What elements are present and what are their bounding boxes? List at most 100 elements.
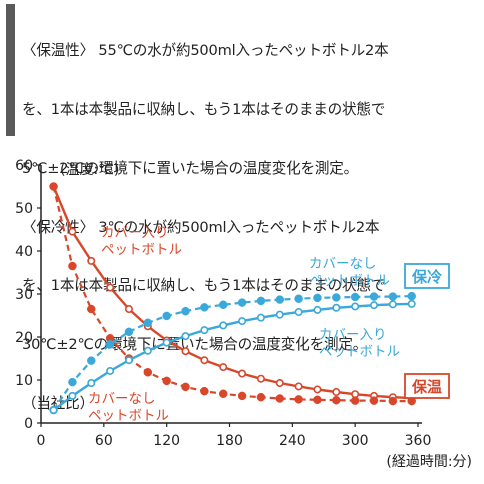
- note-line: を、1本は本製品に収納し、もう1本はそのままの状態で: [22, 100, 386, 118]
- series-point-2: [68, 377, 77, 387]
- x-tick-label: 0: [37, 433, 46, 449]
- series-point-3: [370, 301, 379, 310]
- series-point-1: [332, 395, 341, 405]
- series-point-1: [87, 304, 96, 314]
- series-point-0: [181, 347, 190, 356]
- series-point-3: [124, 356, 133, 365]
- series-label-1: ペットボトル: [88, 408, 169, 424]
- series-point-0: [200, 356, 209, 365]
- series-point-2: [143, 318, 153, 328]
- series-point-3: [200, 326, 209, 335]
- series-point-0: [68, 227, 77, 236]
- series-point-3: [238, 317, 247, 326]
- series-point-3: [219, 321, 228, 330]
- series-point-0: [275, 379, 284, 388]
- series-point-0: [219, 363, 228, 372]
- series-line-0: [52, 186, 412, 400]
- series-label-0: ペットボトル: [101, 242, 182, 258]
- y-tick-label: 30: [15, 287, 33, 303]
- series-point-2: [237, 298, 247, 307]
- series-point-2: [332, 293, 341, 302]
- series-point-2: [162, 311, 171, 321]
- series-point-3: [275, 310, 284, 319]
- y-axis-title: (温度:℃): [60, 162, 119, 178]
- series-label-1: カバーなし: [88, 391, 156, 407]
- series-point-0: [124, 305, 133, 314]
- x-axis-title: (経過時間:分): [386, 454, 472, 470]
- series-point-3: [294, 308, 303, 317]
- series-point-3: [87, 379, 96, 388]
- series-point-3: [162, 338, 171, 347]
- y-tick-label: 10: [15, 373, 33, 389]
- chart-series: [49, 182, 416, 415]
- x-tick-label: 120: [153, 433, 180, 449]
- note-line: 〈保温性〉 55℃の水が約500ml入ったペットボトル2本: [22, 42, 389, 60]
- series-point-1: [49, 182, 58, 191]
- y-tick-label: 50: [15, 201, 33, 217]
- series-point-0: [87, 256, 96, 265]
- chart-axes: 0 10 20 30 40 50 60 0 60 120 180 240 300 360 (温度:℃) (経過…: [15, 158, 472, 470]
- header-accent-bar: [6, 4, 15, 136]
- warm-badge-box: [404, 373, 450, 399]
- series-point-2: [181, 306, 190, 316]
- series-point-0: [256, 374, 265, 383]
- series-point-1: [369, 396, 379, 405]
- series-point-1: [313, 395, 322, 405]
- y-tick-label: 20: [15, 330, 33, 346]
- series-point-2: [275, 295, 285, 304]
- series-point-2: [87, 356, 96, 365]
- y-tick-label: 40: [15, 244, 33, 260]
- series-point-3: [388, 300, 397, 309]
- series-point-1: [294, 395, 303, 404]
- series-point-2: [105, 340, 115, 349]
- series-label-0: カバー入り: [101, 225, 169, 241]
- series-point-1: [388, 396, 398, 406]
- series-point-2: [350, 292, 360, 302]
- series-point-3: [351, 302, 360, 311]
- cold-badge-text: 保冷: [411, 268, 442, 286]
- series-label-3: ペットボトル: [319, 344, 400, 360]
- series-point-3: [256, 313, 265, 322]
- series-point-2: [256, 296, 266, 306]
- x-tick-label: 300: [342, 433, 369, 449]
- warm-badge-text: 保温: [411, 378, 442, 396]
- series-point-1: [200, 386, 209, 396]
- series-point-3: [181, 332, 190, 341]
- series-point-2: [200, 303, 209, 312]
- series-point-3: [106, 366, 115, 375]
- series-point-2: [313, 293, 322, 303]
- series-point-0: [332, 388, 341, 397]
- series-point-0: [106, 283, 115, 292]
- x-tick-label: 180: [216, 433, 243, 449]
- series-point-1: [237, 391, 247, 401]
- y-tick-label: 0: [24, 416, 33, 432]
- series-point-1: [181, 382, 190, 392]
- series-label-2: ペットボトル: [309, 273, 390, 289]
- series-point-0: [313, 385, 322, 394]
- note-line: 5℃±2℃の環境下に置いた場合の温度変化を測定。: [22, 159, 359, 177]
- series-point-1: [162, 376, 171, 386]
- series-point-1: [68, 261, 77, 271]
- series-point-0: [294, 382, 303, 391]
- x-tick-label: 360: [405, 433, 432, 449]
- series-point-1: [143, 368, 153, 377]
- series-point-3: [313, 305, 322, 314]
- note-line: （当社比）: [22, 394, 94, 412]
- series-label-2: カバーなし: [309, 256, 377, 272]
- series-point-2: [218, 300, 228, 309]
- series-point-0: [238, 369, 247, 378]
- cold-badge-box: [404, 263, 450, 289]
- series-point-3: [332, 303, 341, 312]
- x-tick-label: 240: [279, 433, 306, 449]
- series-point-2: [388, 292, 398, 301]
- series-point-3: [49, 406, 58, 415]
- series-point-2: [407, 291, 416, 301]
- series-point-1: [350, 396, 360, 405]
- series-point-1: [218, 389, 228, 399]
- series-point-2: [294, 294, 303, 303]
- series-point-2: [369, 292, 379, 301]
- series-label-3: カバー入り: [319, 327, 387, 343]
- series-point-1: [275, 394, 285, 403]
- y-tick-label: 60: [15, 158, 33, 174]
